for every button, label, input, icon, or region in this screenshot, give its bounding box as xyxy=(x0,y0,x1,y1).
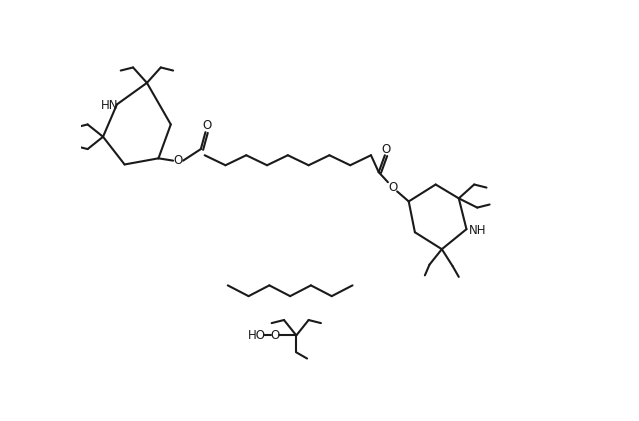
Text: O: O xyxy=(270,329,279,342)
Text: O: O xyxy=(388,181,397,194)
Text: NH: NH xyxy=(468,224,486,237)
Text: HO: HO xyxy=(248,329,266,342)
Text: O: O xyxy=(174,154,183,167)
Text: O: O xyxy=(381,143,391,156)
Text: O: O xyxy=(203,120,212,133)
Text: HN: HN xyxy=(100,99,118,112)
